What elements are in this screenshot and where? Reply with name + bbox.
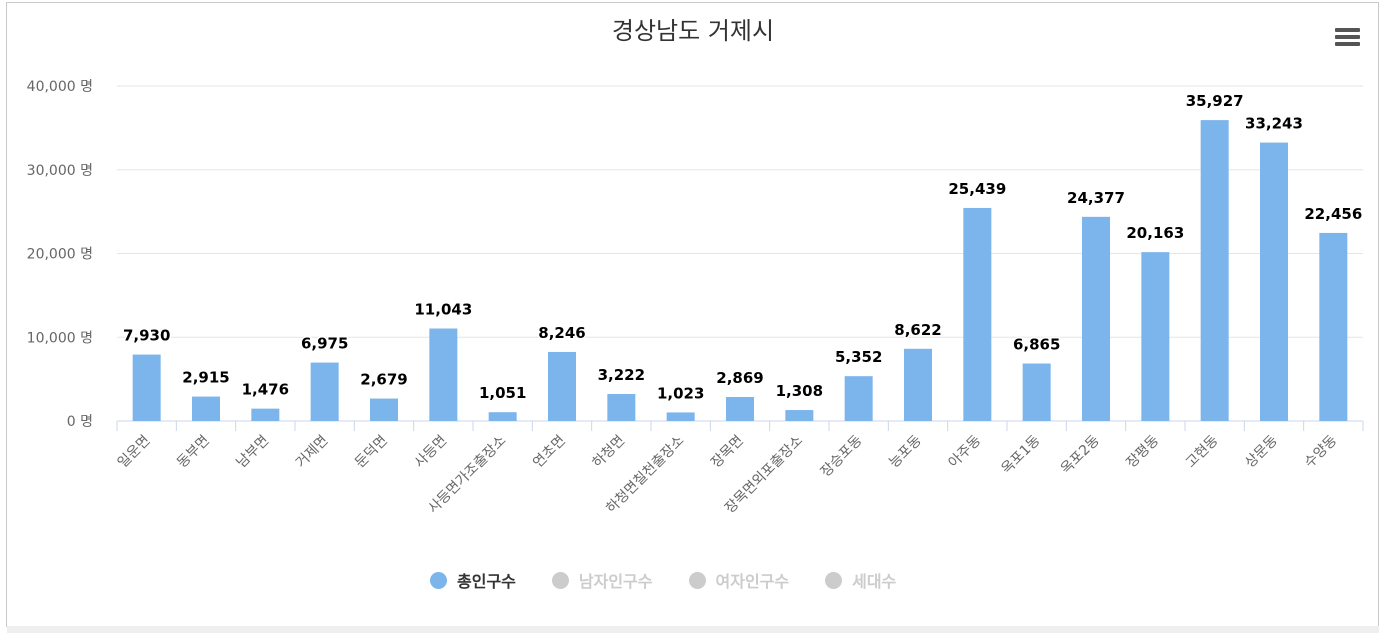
x-tick-label: 고현동	[1183, 432, 1222, 471]
x-tick-label: 하청면	[590, 433, 629, 472]
chart-title: 경상남도 거제시	[612, 17, 774, 45]
y-tick-label: 30,000 명	[27, 163, 93, 179]
bar	[1141, 252, 1170, 421]
data-label: 1,051	[479, 384, 526, 402]
bar	[429, 328, 458, 421]
data-label: 33,243	[1245, 115, 1303, 133]
chart-menu-button[interactable]	[1330, 24, 1362, 52]
data-labels: 7,930 2,915 1,476 6,975 2,679 11,043 1,051 8,24…	[121, 91, 1363, 404]
data-label: 6,865	[1013, 336, 1060, 354]
bar	[1260, 142, 1288, 421]
bar	[726, 396, 754, 421]
bar	[488, 412, 517, 421]
bar	[370, 398, 398, 421]
bar	[132, 354, 161, 421]
data-label: 1,476	[242, 381, 289, 399]
legend-item-total-population[interactable]: 총인구수	[430, 568, 516, 592]
legend-label: 세대수	[852, 572, 897, 591]
x-tick-label: 능포동	[886, 432, 925, 471]
y-tick-label: 10,000 명	[27, 330, 93, 346]
x-tick-label: 아주동	[946, 432, 985, 471]
x-tick-label: 사등면	[412, 433, 451, 472]
x-tick-label: 연초면	[530, 433, 569, 472]
bar	[192, 396, 220, 421]
data-label: 35,927	[1186, 92, 1244, 110]
x-tick-label: 옥포1동	[999, 432, 1044, 477]
data-label: 8,622	[894, 321, 941, 339]
legend-label: 여자인구수	[715, 572, 790, 591]
data-label: 5,352	[835, 348, 882, 366]
x-tick-label: 상문동	[1242, 432, 1281, 471]
legend-dot-icon	[551, 571, 569, 589]
data-label: 2,869	[716, 369, 763, 387]
x-tick-label: 동부면	[174, 433, 213, 472]
bar	[607, 394, 636, 421]
data-label: 7,930	[123, 327, 170, 345]
legend-item-households[interactable]: 세대수	[825, 568, 896, 592]
y-axis-tick-labels: 0 명 10,000 명 20,000 명 30,000 명 40,000 명	[27, 79, 93, 430]
bar	[251, 408, 280, 421]
data-label: 25,439	[948, 180, 1006, 198]
legend-dot-icon	[825, 571, 843, 589]
data-label: 6,975	[301, 335, 348, 353]
bars	[132, 120, 1348, 421]
data-label: 24,377	[1067, 189, 1125, 207]
legend-dot-icon	[688, 571, 706, 589]
y-tick-label: 20,000 명	[27, 247, 93, 263]
data-label: 22,456	[1304, 205, 1362, 223]
data-label: 1,308	[776, 382, 823, 400]
legend-dot-icon	[430, 571, 447, 589]
bar	[548, 351, 576, 421]
x-tick-label: 옥포2동	[1058, 432, 1103, 477]
y-tick-label: 0 명	[67, 414, 93, 430]
legend-label: 남자인구수	[578, 572, 653, 591]
bar	[1319, 232, 1348, 421]
bar	[844, 376, 873, 421]
bar	[310, 362, 339, 421]
legend-item-male-population[interactable]: 남자인구수	[551, 568, 653, 592]
y-tick-label: 40,000 명	[27, 79, 93, 95]
data-label: 3,222	[598, 366, 645, 384]
data-label: 11,043	[414, 301, 472, 319]
x-tick-label: 장승포동	[818, 432, 866, 480]
x-tick-label: 일운면	[115, 433, 154, 472]
bar	[1022, 363, 1051, 421]
legend-item-female-population[interactable]: 여자인구수	[688, 568, 790, 592]
x-tick-label: 수양동	[1302, 432, 1341, 471]
legend-label: 총인구수	[457, 572, 516, 591]
bar	[1200, 120, 1229, 421]
x-tick-label: 장목면	[708, 433, 747, 472]
x-tick-label: 남부면	[234, 433, 273, 472]
legend: 총인구수 남자인구수 여자인구수 세대수	[430, 566, 932, 594]
bar	[785, 410, 814, 421]
x-tick-label: 둔덕면	[352, 433, 391, 472]
data-label: 2,915	[182, 369, 229, 387]
x-tick-label: 장평동	[1124, 432, 1163, 471]
bar	[904, 348, 932, 421]
data-label: 2,679	[360, 371, 407, 389]
bottom-scroll-strip	[7, 626, 1379, 633]
data-label: 1,023	[657, 384, 704, 402]
x-tick-label: 거제면	[293, 433, 332, 472]
bar	[963, 207, 992, 421]
data-label: 8,246	[538, 324, 585, 342]
bar	[1082, 216, 1110, 421]
data-label: 20,163	[1126, 224, 1184, 242]
bar	[666, 412, 695, 421]
